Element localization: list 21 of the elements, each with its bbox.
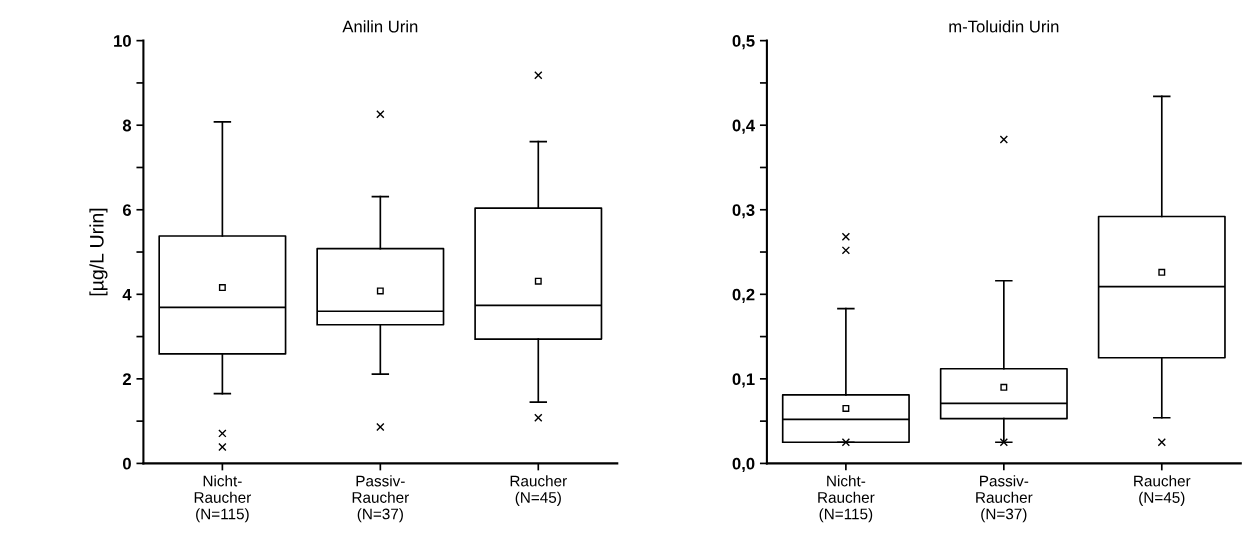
y-tick-label: 0,2 [732,288,755,303]
chart-title: Anilin Urin [342,20,418,33]
y-tick-label: 0,3 [732,204,755,219]
y-tick-label: 0,5 [732,35,755,50]
x-tick-label: Raucher (N=45) [1134,475,1191,506]
y-tick-label: 2 [122,373,131,385]
y-tick-label: 0,1 [732,373,755,388]
y-axis-title: [µg/L Urin] [89,208,108,296]
x-tick-label: Nicht- Raucher (N=115) [818,475,875,523]
y-tick-label: 0,0 [732,457,755,473]
y-tick-label: 0 [122,457,131,470]
chart-title: m-Toluidin Urin [949,20,1059,33]
x-tick-label: Passiv- Raucher (N=37) [352,475,409,523]
y-tick-label: 8 [122,119,132,132]
x-tick-label: Passiv- Raucher (N=37) [976,475,1033,523]
y-tick-label: 10 [114,35,131,47]
x-tick-label: Raucher (N=45) [510,475,567,506]
y-tick-label: 4 [122,288,132,301]
x-tick-label: Nicht- Raucher (N=115) [194,475,251,523]
y-tick-label: 6 [122,204,131,216]
y-tick-label: 0,4 [732,119,756,134]
